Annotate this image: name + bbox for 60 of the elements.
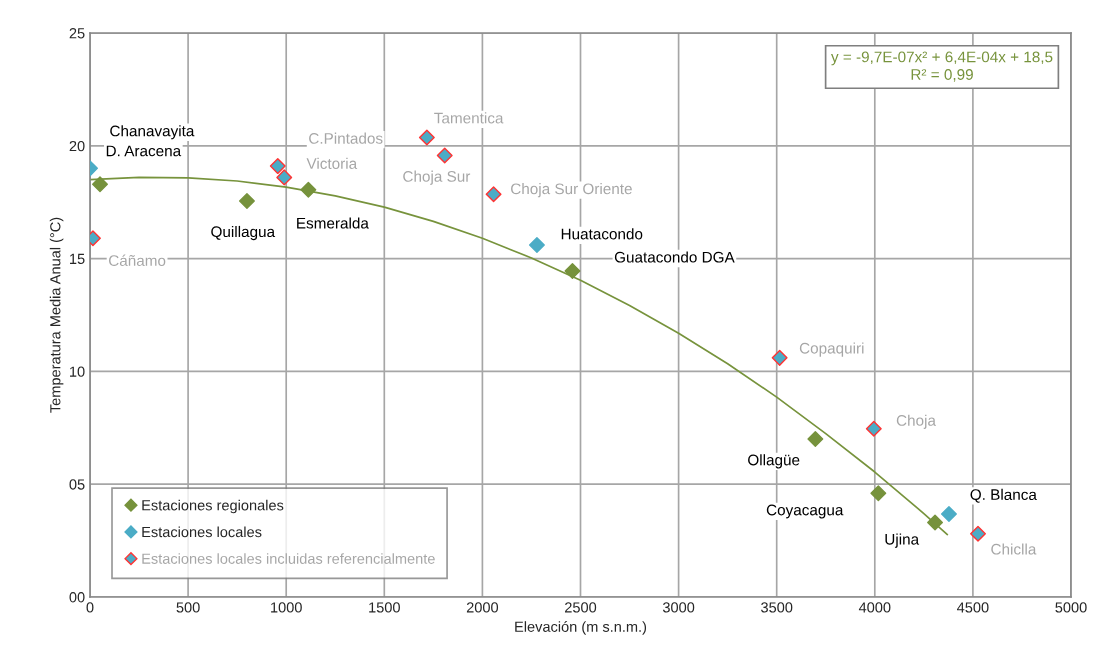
- point: [485, 186, 502, 203]
- point: [276, 169, 293, 186]
- point: [528, 237, 545, 254]
- annotation: Tamentica: [434, 112, 504, 124]
- annotation: Q. Blanca: [970, 488, 1037, 503]
- point: [92, 176, 108, 193]
- x-tick-label: 1000: [271, 602, 302, 613]
- x-tick-label: 1500: [369, 602, 400, 613]
- annotation: Victoria: [306, 157, 358, 169]
- point: [927, 514, 944, 531]
- point: [865, 420, 882, 437]
- annotation: Coyacagua: [766, 504, 844, 519]
- annotation: C.Pintados: [309, 132, 383, 144]
- annotation: Esmeralda: [297, 217, 369, 229]
- annotation: Choja: [896, 414, 936, 429]
- annotation: Guatacondo DGA: [614, 251, 735, 263]
- x-tick-label: 3500: [761, 602, 793, 613]
- point: [771, 349, 788, 366]
- annotation: R² = 0,99: [911, 69, 973, 82]
- point: [807, 431, 824, 448]
- point: [970, 525, 986, 542]
- annotation: Ollagüe: [748, 454, 800, 469]
- x-tick-label: 2000: [466, 602, 499, 613]
- annotation: Quillagua: [211, 225, 276, 241]
- x-tick-label: 3000: [662, 602, 695, 613]
- legend-label: Estaciones locales incluidas referencialmente: [142, 553, 435, 564]
- legend-label: Estaciones locales: [142, 526, 262, 538]
- annotation: Ujina: [885, 533, 920, 548]
- point: [238, 193, 255, 210]
- x-tick-label: 4000: [858, 602, 891, 613]
- y-tick-label: 10: [70, 366, 85, 377]
- y-tick-label: 05: [69, 479, 85, 490]
- y-tick-label: 20: [69, 140, 85, 152]
- annotation: Huatacondo: [561, 228, 643, 240]
- annotation: Chiclla: [991, 543, 1037, 555]
- x-tick-label: 2500: [565, 602, 597, 613]
- annotation: y = -9,7E-07x² + 6,4E-04x + 18,5: [831, 51, 1053, 66]
- point: [269, 158, 286, 175]
- point: [870, 485, 887, 502]
- point: [940, 506, 957, 522]
- point: [436, 147, 453, 164]
- point: [418, 129, 435, 146]
- annotation: D. Aracena: [106, 145, 182, 157]
- y-tick-label: 25: [69, 28, 85, 39]
- annotation: Chanavayita: [110, 125, 195, 140]
- point: [300, 181, 317, 198]
- x-tick-label: 4500: [957, 602, 989, 613]
- annotation: Copaquiri: [799, 342, 864, 357]
- y-axis-title: Temperatura Media Anual (°C): [49, 217, 64, 413]
- annotation: Choja Sur: [403, 170, 471, 185]
- x-tick-label: 0: [86, 602, 94, 613]
- y-tick-label: 00: [69, 592, 85, 603]
- annotation: Choja Sur Oriente: [511, 183, 632, 198]
- annotation: Cáñamo: [109, 254, 166, 267]
- legend-label: Estaciones regionales: [142, 499, 284, 514]
- x-tick-label: 5000: [1055, 602, 1087, 613]
- y-tick-label: 15: [70, 253, 85, 265]
- point: [564, 263, 581, 279]
- x-tick-label: 500: [176, 602, 200, 613]
- x-axis-title: Elevación (m s.n.m.): [515, 621, 647, 635]
